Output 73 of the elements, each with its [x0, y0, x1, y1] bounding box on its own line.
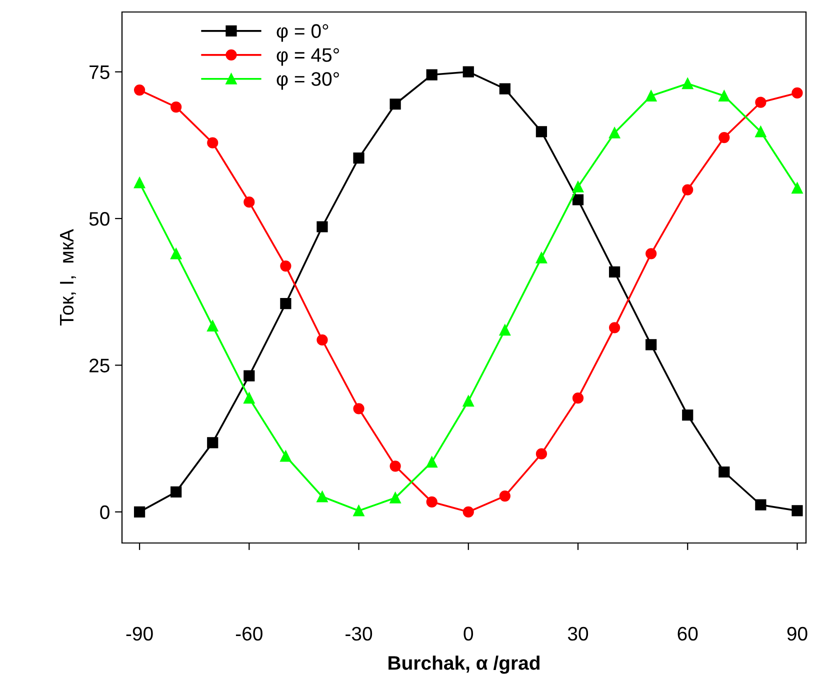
point	[718, 466, 730, 478]
y-tick-label: 0	[100, 505, 110, 520]
point	[646, 90, 657, 102]
point	[207, 320, 218, 332]
point	[792, 182, 803, 194]
point	[718, 90, 730, 102]
x-tick-label: -60	[236, 626, 262, 641]
point	[755, 126, 766, 138]
point	[682, 184, 694, 196]
point	[572, 194, 584, 206]
x-tick-label: 30	[568, 626, 588, 641]
point	[353, 152, 364, 164]
point	[316, 491, 328, 502]
point	[499, 324, 510, 336]
point	[608, 127, 620, 138]
point	[316, 221, 328, 232]
point	[353, 403, 364, 414]
point	[755, 96, 766, 108]
point	[792, 87, 803, 99]
legend-label: φ = 30°	[276, 72, 339, 90]
point	[390, 98, 401, 110]
x-tick-label: -90	[126, 626, 153, 641]
point	[170, 248, 182, 260]
point	[134, 177, 146, 188]
point	[682, 410, 694, 421]
point	[462, 506, 474, 518]
point	[280, 450, 292, 462]
point	[134, 506, 146, 518]
point	[536, 448, 548, 460]
point	[646, 248, 657, 260]
point	[353, 505, 364, 516]
y-axis-title: Ток, I, мкА	[60, 229, 76, 326]
point	[536, 252, 548, 264]
point	[426, 69, 438, 80]
point	[462, 66, 474, 78]
legend-label: φ = 45°	[276, 48, 339, 66]
x-tick-label: 90	[787, 626, 808, 641]
y-tick-label: 50	[89, 212, 110, 226]
point	[244, 392, 255, 404]
point	[646, 339, 657, 350]
point	[134, 84, 146, 96]
point	[572, 181, 584, 192]
point	[755, 499, 766, 510]
point	[207, 137, 218, 148]
point	[390, 492, 401, 504]
point	[244, 370, 255, 382]
point	[426, 456, 438, 468]
point	[280, 298, 292, 310]
x-tick-label: 60	[678, 626, 698, 641]
point	[426, 496, 438, 508]
point	[536, 126, 548, 138]
point	[682, 78, 694, 90]
point	[608, 266, 620, 278]
point	[718, 132, 730, 144]
point	[170, 101, 182, 113]
point	[207, 437, 218, 448]
y-tick-label: 25	[90, 358, 110, 372]
point	[170, 486, 182, 498]
point	[244, 196, 255, 208]
point	[572, 392, 584, 404]
point	[462, 395, 474, 407]
x-axis-title: Burchak, α /grad	[388, 656, 540, 674]
point	[608, 322, 620, 334]
x-tick-label: -30	[346, 626, 372, 641]
y-tick-label: 75	[90, 66, 110, 80]
legend-label: φ = 0°	[276, 24, 328, 42]
point	[390, 460, 401, 472]
x-tick-label: 0	[464, 626, 474, 641]
point	[316, 334, 328, 346]
point	[499, 490, 510, 502]
point	[280, 260, 292, 272]
point	[499, 83, 510, 94]
point	[792, 505, 803, 516]
